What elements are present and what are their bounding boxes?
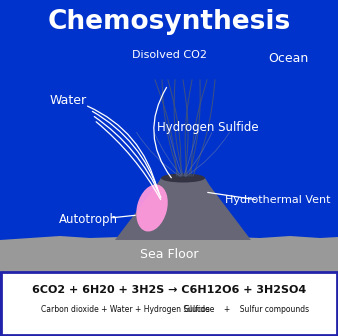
Text: Disolved CO2: Disolved CO2 <box>132 50 208 60</box>
Text: Chemosynthesis: Chemosynthesis <box>47 9 291 35</box>
Text: Carbon dioxide + Water + Hydrogen Sulfide: Carbon dioxide + Water + Hydrogen Sulfid… <box>41 305 210 314</box>
Text: Glucose    +    Sulfur compounds: Glucose + Sulfur compounds <box>184 305 309 314</box>
Text: Hydrogen Sulfide: Hydrogen Sulfide <box>157 122 259 134</box>
Text: Water: Water <box>49 93 87 107</box>
Ellipse shape <box>161 173 205 182</box>
Text: Ocean: Ocean <box>268 51 308 65</box>
Text: Hydrothermal Vent: Hydrothermal Vent <box>225 195 331 205</box>
Text: Sea Floor: Sea Floor <box>140 249 198 261</box>
Polygon shape <box>115 178 251 240</box>
FancyBboxPatch shape <box>1 272 337 335</box>
Polygon shape <box>0 232 338 272</box>
Text: Autotroph: Autotroph <box>58 213 118 226</box>
Ellipse shape <box>136 184 168 232</box>
Text: 6CO2 + 6H20 + 3H2S → C6H12O6 + 3H2SO4: 6CO2 + 6H20 + 3H2S → C6H12O6 + 3H2SO4 <box>32 285 306 295</box>
